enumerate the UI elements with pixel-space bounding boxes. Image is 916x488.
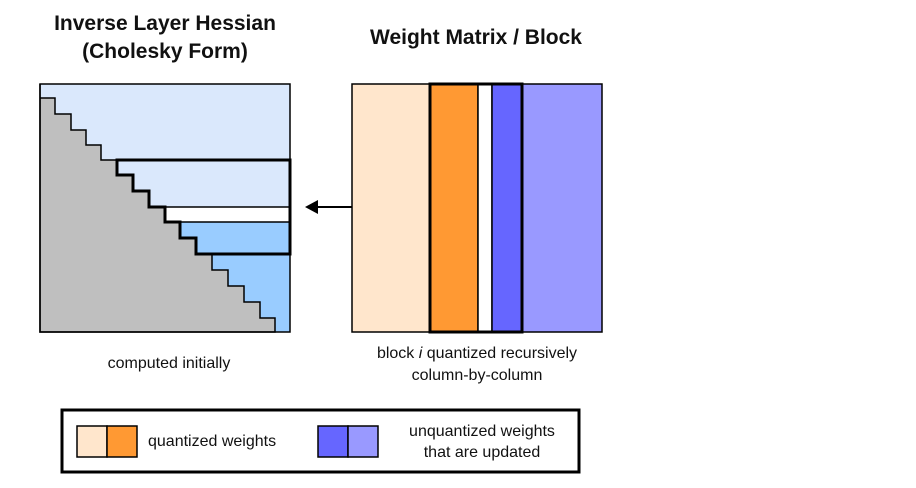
hessian-current-row [165,207,290,238]
legend-swatch-unquantized-light [347,425,379,458]
hessian-caption: computed initially [107,355,231,372]
weights-unquantized-current [491,83,523,333]
legend-box [60,408,581,474]
weights-current-column [477,83,493,333]
hessian-matrix [39,83,292,333]
weights-caption-italic: i [418,345,423,362]
weights-caption-pre: block [376,345,419,362]
legend-unquantized-line1: unquantized weights [409,423,555,440]
legend-swatch-quantized-light [76,425,108,458]
weights-unquantized-remaining [521,83,603,333]
weight-matrix [351,82,603,334]
legend-unquantized-label: unquantized weights that are updated [392,421,572,463]
weights-quantized-previous [351,83,431,333]
weights-title: Weight Matrix / Block [370,26,582,49]
weights-caption: block i quantized recursively column-by-… [336,343,618,387]
legend-quantized-label: quantized weights [148,433,277,450]
hessian-title: Inverse Layer Hessian (Cholesky Form) [20,10,310,66]
hessian-current-block-fill [180,222,290,332]
hessian-border [39,83,291,333]
hessian-block-outline [115,158,292,256]
weights-caption-line2: column-by-column [411,367,543,384]
weights-caption-post: quantized recursively [422,345,578,362]
hessian-title-line1: Inverse Layer Hessian [54,12,276,35]
weights-caption-line1: block i quantized recursively [336,343,618,365]
legend-swatch-quantized-dark [106,425,138,458]
legend-unquantized-line2: that are updated [423,444,541,461]
hessian-title-line2: (Cholesky Form) [82,40,248,63]
legend-swatch-unquantized-dark [317,425,349,458]
weights-quantized-current [429,83,479,333]
weights-block-outline [428,82,524,334]
